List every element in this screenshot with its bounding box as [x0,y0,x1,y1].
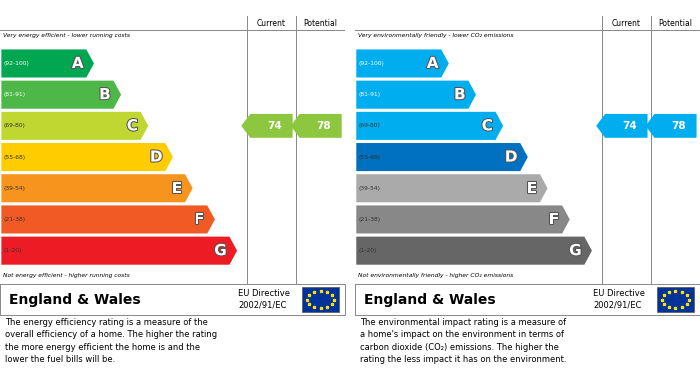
Text: (81-91): (81-91) [4,92,26,97]
Text: F: F [194,212,204,227]
Text: (55-68): (55-68) [4,154,26,160]
Polygon shape [1,49,94,77]
FancyBboxPatch shape [302,287,340,312]
Text: G: G [214,243,227,258]
Polygon shape [356,81,476,109]
Text: The environmental impact rating is a measure of
a home's impact on the environme: The environmental impact rating is a mea… [360,318,566,364]
Text: (39-54): (39-54) [358,186,380,191]
Text: (1-20): (1-20) [4,248,22,253]
Polygon shape [356,112,503,140]
Text: (39-54): (39-54) [4,186,25,191]
Text: 78: 78 [316,121,331,131]
Text: B: B [99,87,111,102]
Text: D: D [150,150,162,165]
Text: Current: Current [612,18,640,27]
Text: Not environmentally friendly - higher CO₂ emissions: Not environmentally friendly - higher CO… [358,273,514,278]
Polygon shape [596,114,648,138]
Text: (92-100): (92-100) [358,61,384,66]
Text: 74: 74 [622,121,637,131]
Text: (69-80): (69-80) [358,124,380,128]
Text: D: D [505,150,517,165]
Polygon shape [645,114,696,138]
Text: (55-68): (55-68) [358,154,381,160]
Polygon shape [1,205,215,233]
Text: (92-100): (92-100) [4,61,29,66]
Text: Very energy efficient - lower running costs: Very energy efficient - lower running co… [4,33,130,38]
Text: 74: 74 [267,121,282,131]
Text: Current: Current [257,18,286,27]
Text: England & Wales: England & Wales [363,292,495,307]
Text: EU Directive
2002/91/EC: EU Directive 2002/91/EC [593,289,645,310]
Text: E: E [527,181,537,196]
Text: (81-91): (81-91) [358,92,381,97]
Polygon shape [356,237,592,265]
Polygon shape [1,237,237,265]
Polygon shape [290,114,342,138]
Text: G: G [569,243,582,258]
Polygon shape [1,81,121,109]
Text: Potential: Potential [304,18,337,27]
Text: EU Directive
2002/91/EC: EU Directive 2002/91/EC [238,289,290,310]
Polygon shape [1,174,193,202]
Text: Not energy efficient - higher running costs: Not energy efficient - higher running co… [4,273,130,278]
Text: (1-20): (1-20) [358,248,377,253]
Text: Potential: Potential [659,18,692,27]
Polygon shape [356,205,570,233]
Text: England & Wales: England & Wales [8,292,140,307]
Text: A: A [427,56,438,71]
Text: F: F [549,212,559,227]
Text: A: A [72,56,83,71]
Text: C: C [127,118,138,133]
Text: (21-38): (21-38) [358,217,381,222]
Polygon shape [1,112,148,140]
Text: 78: 78 [671,121,686,131]
Text: E: E [172,181,182,196]
Polygon shape [241,114,293,138]
Text: Very environmentally friendly - lower CO₂ emissions: Very environmentally friendly - lower CO… [358,33,514,38]
Polygon shape [356,174,547,202]
Text: The energy efficiency rating is a measure of the
overall efficiency of a home. T: The energy efficiency rating is a measur… [5,318,217,364]
Text: (69-80): (69-80) [4,124,25,128]
Text: B: B [454,87,466,102]
FancyBboxPatch shape [657,287,694,312]
Text: Environmental Impact (CO₂) Rating: Environmental Impact (CO₂) Rating [360,1,592,14]
Text: (21-38): (21-38) [4,217,26,222]
Polygon shape [356,49,449,77]
Polygon shape [1,143,173,171]
Text: C: C [482,118,493,133]
Polygon shape [356,143,528,171]
Text: Energy Efficiency Rating: Energy Efficiency Rating [5,1,168,14]
